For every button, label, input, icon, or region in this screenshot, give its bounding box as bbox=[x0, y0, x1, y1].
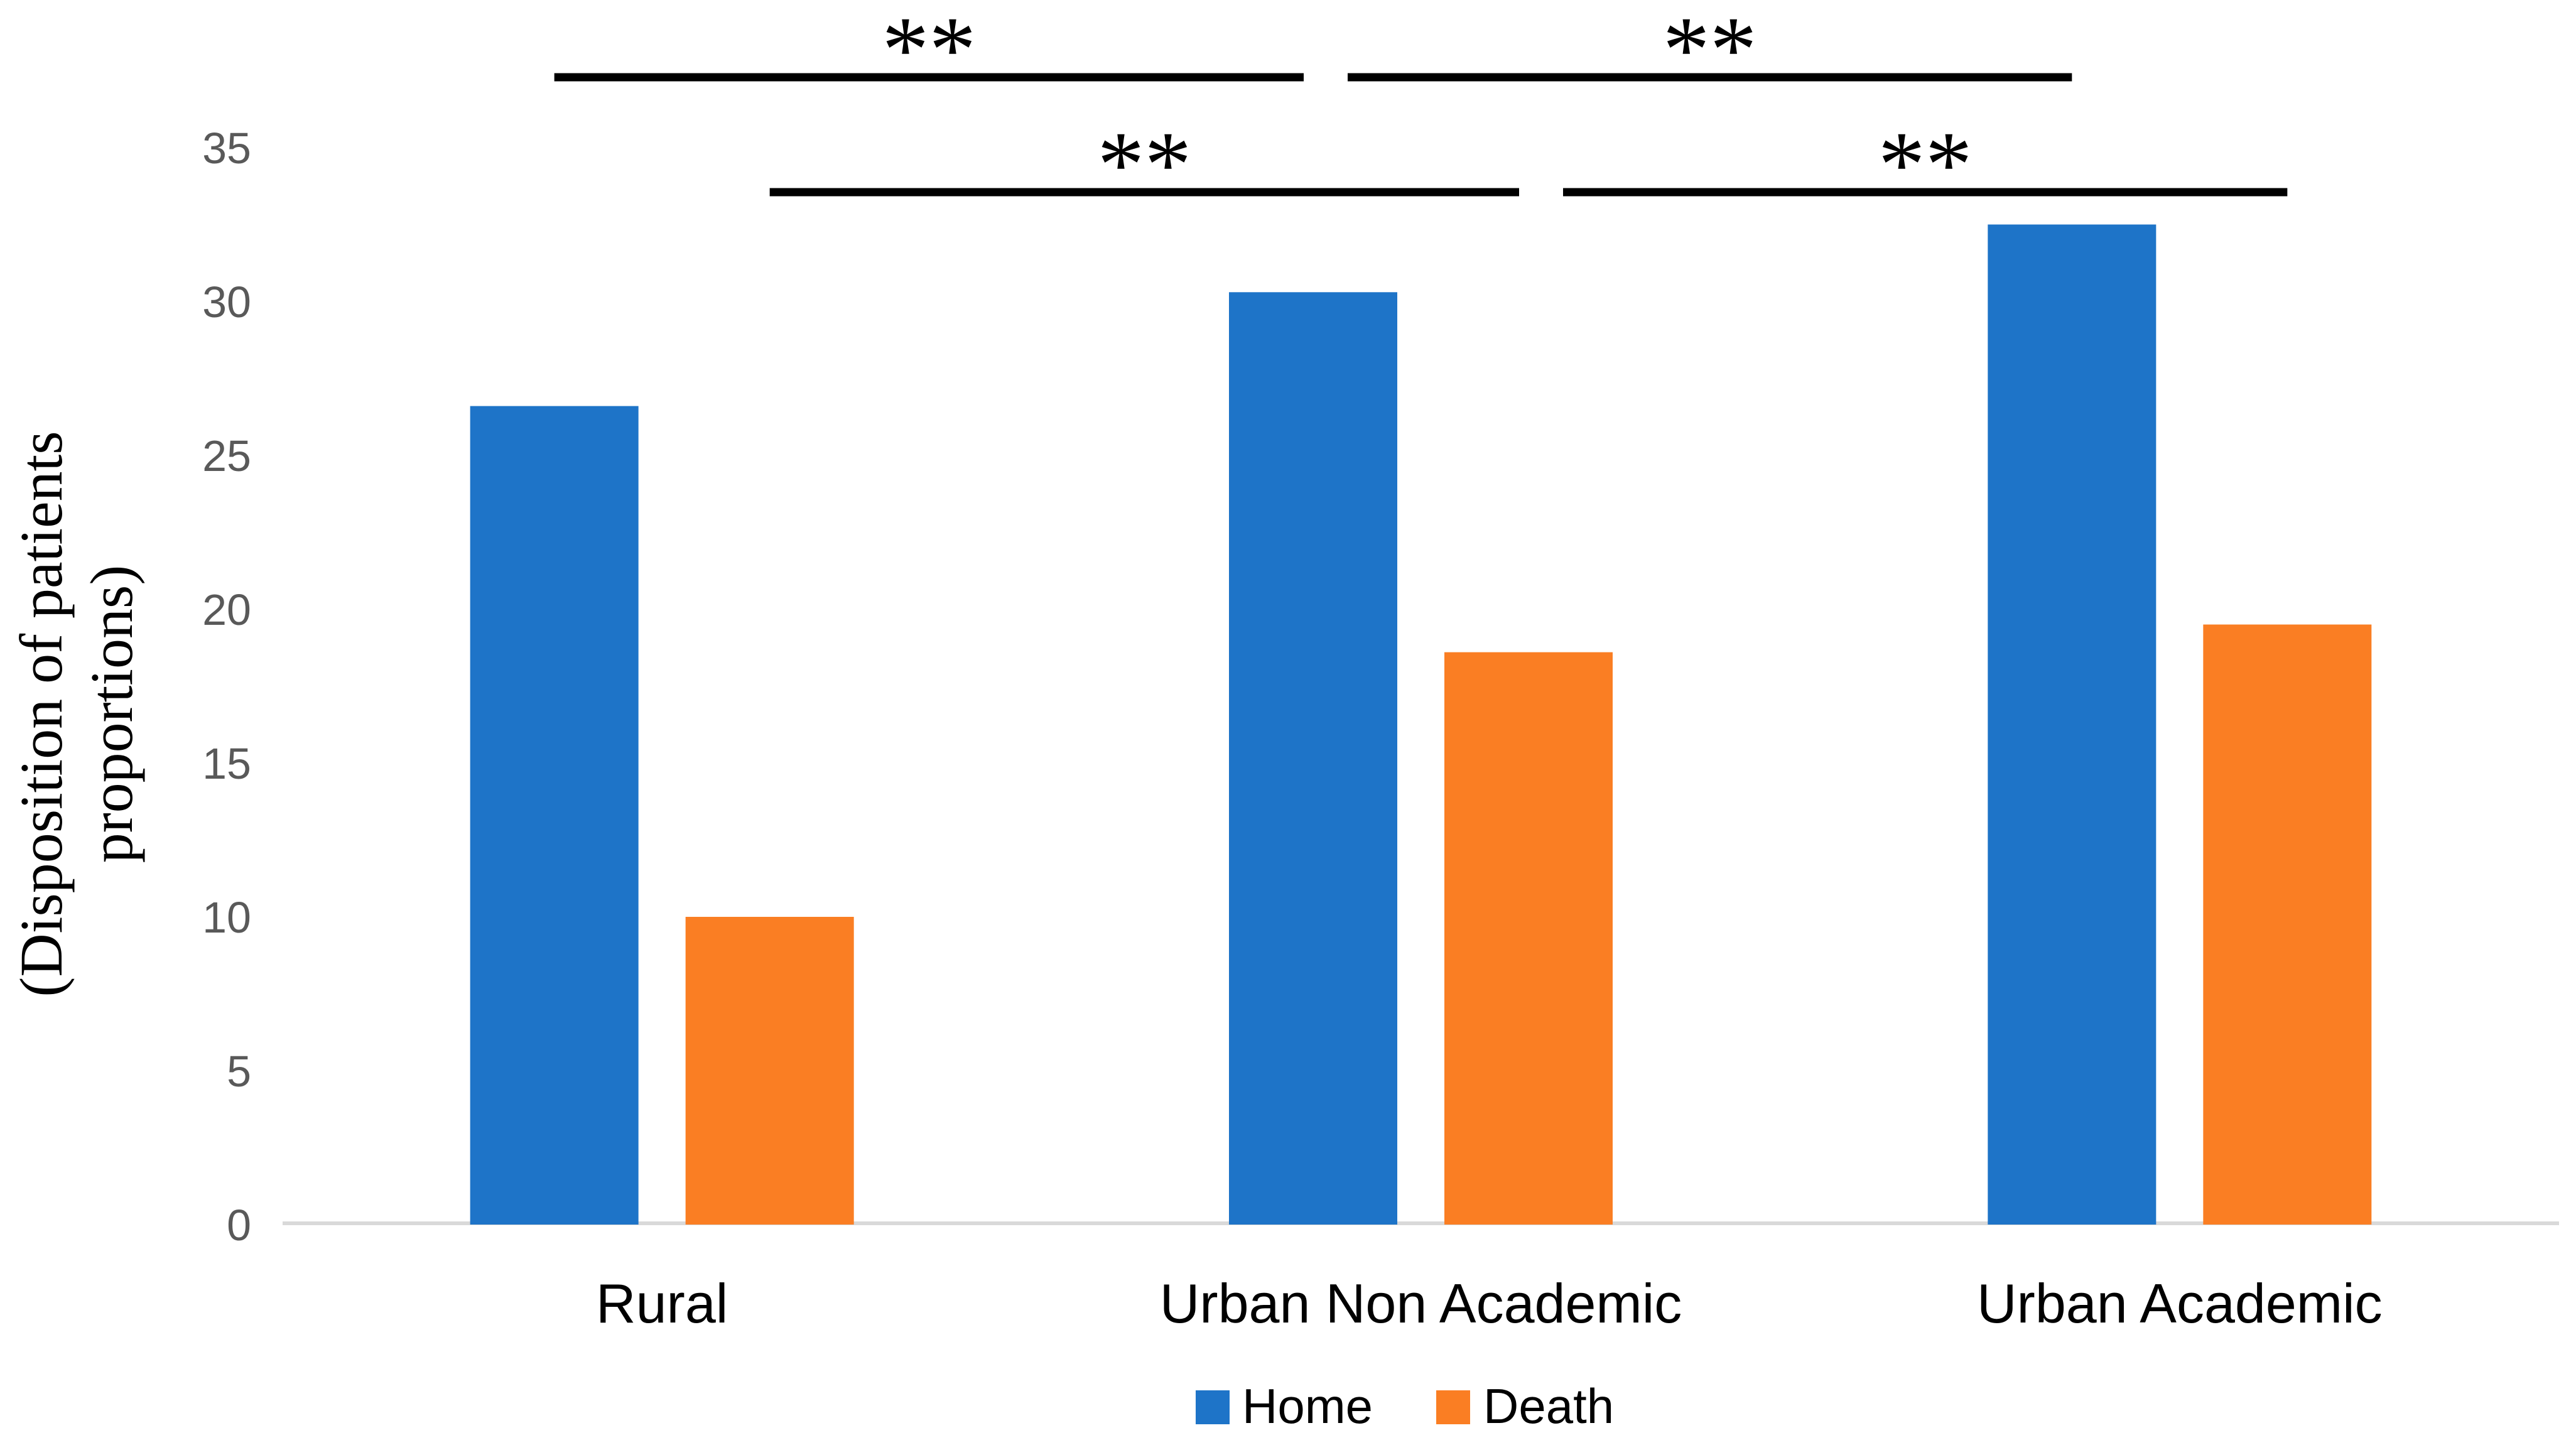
significance-bracket-line bbox=[1348, 73, 2072, 82]
y-tick-label: 35 bbox=[202, 124, 251, 173]
significance-stars: ** bbox=[882, 0, 976, 102]
significance-stars: ** bbox=[1097, 112, 1191, 217]
x-category-label: Urban Academic bbox=[1977, 1272, 2383, 1334]
legend-label-home: Home bbox=[1242, 1378, 1373, 1434]
bar-death-1 bbox=[1444, 652, 1613, 1225]
legend-swatch-death bbox=[1436, 1390, 1470, 1424]
y-axis-title: (Disposition of patientsproportions) bbox=[8, 431, 145, 997]
y-tick-label: 20 bbox=[202, 585, 251, 634]
x-category-label: Rural bbox=[596, 1272, 728, 1334]
significance-stars: ** bbox=[1878, 112, 1973, 217]
y-tick-label: 5 bbox=[227, 1047, 251, 1096]
bar-home-2 bbox=[1988, 224, 2157, 1225]
y-tick-label: 30 bbox=[202, 278, 251, 327]
bar-death-0 bbox=[685, 917, 854, 1225]
y-tick-label: 25 bbox=[202, 431, 251, 480]
significance-bracket-line bbox=[1563, 188, 2288, 197]
bar-death-2 bbox=[2203, 624, 2372, 1225]
bar-home-1 bbox=[1229, 292, 1397, 1225]
y-tick-label: 10 bbox=[202, 893, 251, 942]
y-tick-label: 15 bbox=[202, 739, 251, 788]
significance-stars: ** bbox=[1663, 0, 1757, 102]
x-category-label: Urban Non Academic bbox=[1160, 1272, 1682, 1334]
x-axis-line bbox=[283, 1221, 2559, 1225]
legend-swatch-home bbox=[1196, 1390, 1230, 1424]
legend-label-death: Death bbox=[1483, 1378, 1614, 1434]
y-tick-label: 0 bbox=[227, 1201, 251, 1250]
bar-home-0 bbox=[470, 406, 639, 1225]
significance-bracket-line bbox=[554, 73, 1304, 82]
significance-bracket-line bbox=[769, 188, 1519, 197]
